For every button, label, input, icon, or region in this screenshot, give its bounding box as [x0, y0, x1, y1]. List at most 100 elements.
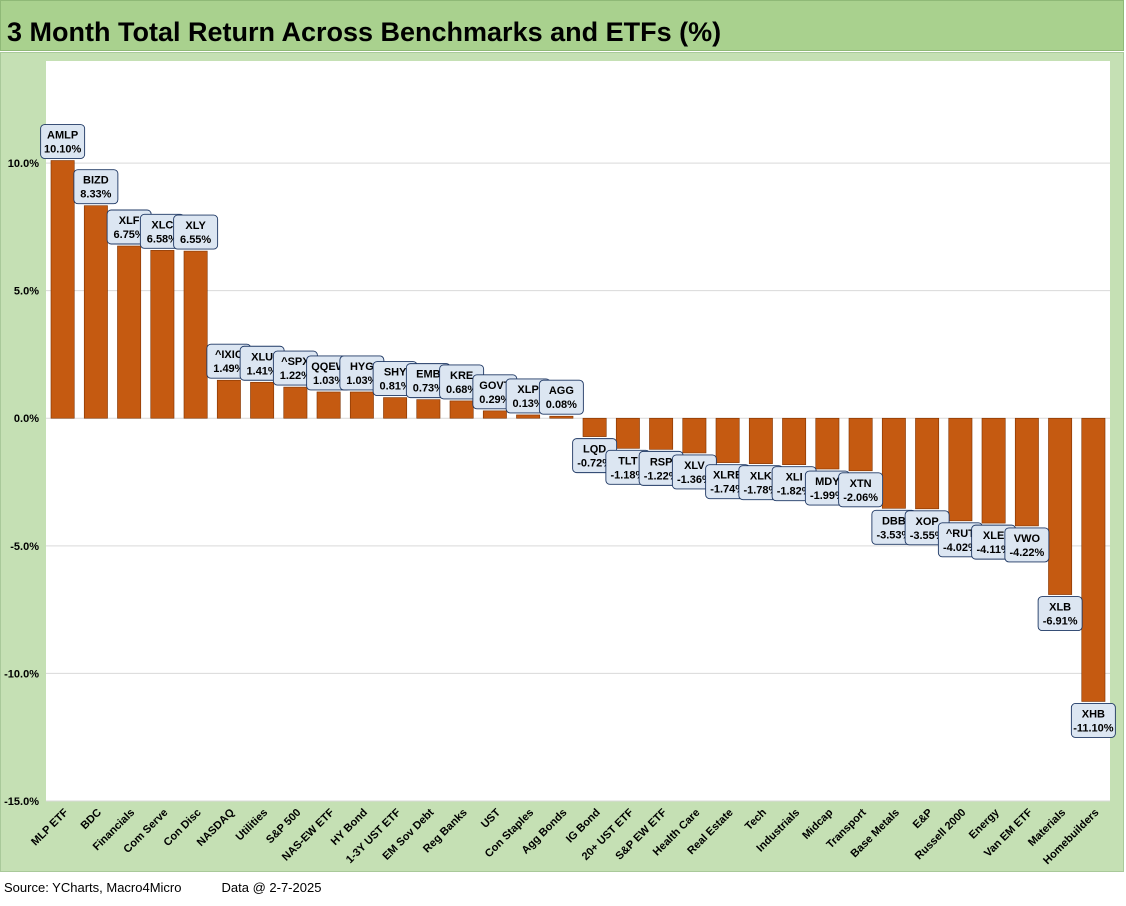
data-label-value: -4.11%	[977, 544, 1011, 556]
bar-spx	[283, 386, 308, 419]
data-label-value: -4.22%	[1009, 547, 1044, 559]
data-label-value: -1.36%	[677, 474, 712, 486]
data-label-value: 10.10%	[44, 144, 82, 156]
data-label-value: -1.22%	[644, 470, 679, 482]
data-label-ticker: AGG	[549, 385, 574, 397]
data-label-ticker: XHB	[1082, 708, 1105, 720]
bar-hyg	[349, 391, 374, 419]
data-label-box	[73, 169, 119, 205]
bar-kre	[449, 400, 474, 419]
data-label-ticker: XLI	[786, 472, 803, 484]
data-label-value: 0.81%	[380, 381, 411, 393]
data-label-box	[1037, 596, 1083, 632]
data-label-ticker: MDY	[815, 476, 840, 488]
data-label-value: 6.58%	[147, 233, 178, 245]
bar-xlb	[1048, 417, 1073, 595]
bar-xle	[981, 417, 1006, 524]
data-label-value: 0.68%	[446, 384, 477, 396]
data-label-ticker: XLK	[750, 471, 772, 483]
bar-agg	[549, 415, 574, 419]
data-label-box	[838, 472, 884, 508]
data-label-ticker: XLE	[983, 530, 1004, 542]
data-label-ticker: XLF	[119, 215, 140, 227]
source-note: Source: YCharts, Macro4Micro	[4, 880, 182, 895]
data-label-value: 0.08%	[546, 399, 577, 411]
x-category-label: BDC	[79, 807, 104, 832]
data-label-ticker: XLP	[517, 384, 538, 396]
data-label-ticker: XLB	[1049, 602, 1071, 614]
data-label-value: -3.55%	[910, 530, 945, 542]
y-tick-label: -10.0%	[4, 668, 39, 680]
bar-rut	[948, 417, 973, 522]
chart-title: 3 Month Total Return Across Benchmarks a…	[7, 17, 722, 47]
data-label: XLB -6.91%	[1037, 596, 1083, 632]
data-label: XTN -2.06%	[838, 472, 884, 508]
data-label: VWO -4.22%	[1004, 527, 1050, 563]
data-label: XLY 6.55%	[173, 214, 219, 250]
bar-xli	[782, 417, 807, 465]
bar-emb	[416, 399, 441, 419]
bar-amlp	[50, 160, 75, 419]
data-label-ticker: QQEW	[311, 361, 346, 373]
data-label-ticker: ^IXIC	[215, 349, 243, 361]
data-label-value: 6.75%	[114, 229, 145, 241]
data-label-value: -0.72%	[577, 458, 612, 470]
data-label-box	[1070, 703, 1116, 738]
x-category-label: MLP ETF	[29, 806, 71, 848]
data-label-value: -11.10%	[1073, 722, 1114, 734]
bar-xlre	[715, 417, 740, 463]
data-label-value: 8.33%	[80, 189, 111, 201]
bar-xhb	[1081, 417, 1106, 702]
y-tick-label: -5.0%	[10, 541, 39, 553]
bar-xop	[915, 417, 940, 510]
data-label-value: -4.02%	[943, 542, 978, 554]
data-label: AGG 0.08%	[538, 379, 584, 415]
y-tick-label: -15.0%	[4, 796, 39, 808]
data-label-ticker: KRE	[450, 370, 473, 382]
bar-xlp	[516, 414, 541, 419]
data-label: AMLP 10.10%	[40, 124, 86, 159]
data-label-ticker: XLV	[684, 460, 705, 472]
data-label-value: 1.49%	[213, 363, 244, 375]
bar-xlf	[117, 245, 142, 419]
data-label-value: -3.53%	[876, 529, 911, 541]
data-label-ticker: RSP	[650, 456, 673, 468]
data-label-ticker: XLC	[151, 219, 173, 231]
bar-dbb	[881, 417, 906, 509]
data-label-value: -6.91%	[1043, 616, 1078, 628]
bar-tlt	[615, 417, 640, 449]
chart-area: -15.0% -10.0% -5.0% 0.0% 5.0% 10.0% MLP ETF BDC…	[0, 52, 1124, 872]
data-label-box	[1004, 527, 1050, 563]
data-label-ticker: VWO	[1014, 533, 1041, 545]
x-category-label: UST	[479, 806, 503, 830]
x-category-label: Tech	[743, 806, 769, 832]
data-label: XHB -11.10%	[1070, 703, 1116, 738]
footer: Source: YCharts, Macro4Micro Data @ 2-7-2…	[4, 880, 321, 895]
bar-xly	[183, 250, 208, 419]
data-label: BIZD 8.33%	[73, 169, 119, 205]
x-category-label: E&P	[911, 807, 935, 831]
y-tick-label: 0.0%	[14, 413, 39, 425]
bar-shy	[383, 397, 408, 419]
data-label-value: 0.29%	[479, 394, 510, 406]
data-label-value: -1.18%	[610, 469, 645, 481]
y-tick-label: 10.0%	[8, 158, 39, 170]
data-label-ticker: TLT	[618, 455, 638, 467]
bar-chart: -15.0% -10.0% -5.0% 0.0% 5.0% 10.0% MLP ETF BDC…	[4, 61, 1116, 867]
data-label-ticker: XLY	[185, 220, 206, 232]
data-label-ticker: BIZD	[83, 175, 109, 187]
data-label-ticker: EMB	[416, 369, 441, 381]
data-label-value: 1.41%	[247, 365, 278, 377]
data-label-value: -1.82%	[777, 486, 812, 498]
data-label-value: 1.22%	[280, 370, 311, 382]
data-label-value: 6.55%	[180, 234, 211, 246]
bar-govt	[482, 410, 507, 419]
data-label-value: 0.13%	[513, 398, 544, 410]
data-label-box	[538, 379, 584, 415]
data-label-value: 1.03%	[346, 375, 377, 387]
bar-xlu	[250, 381, 275, 419]
data-label-ticker: AMLP	[47, 130, 78, 142]
data-label-value: 0.73%	[413, 383, 444, 395]
bar-xlk	[748, 417, 773, 464]
data-label-ticker: XLRE	[713, 470, 742, 482]
